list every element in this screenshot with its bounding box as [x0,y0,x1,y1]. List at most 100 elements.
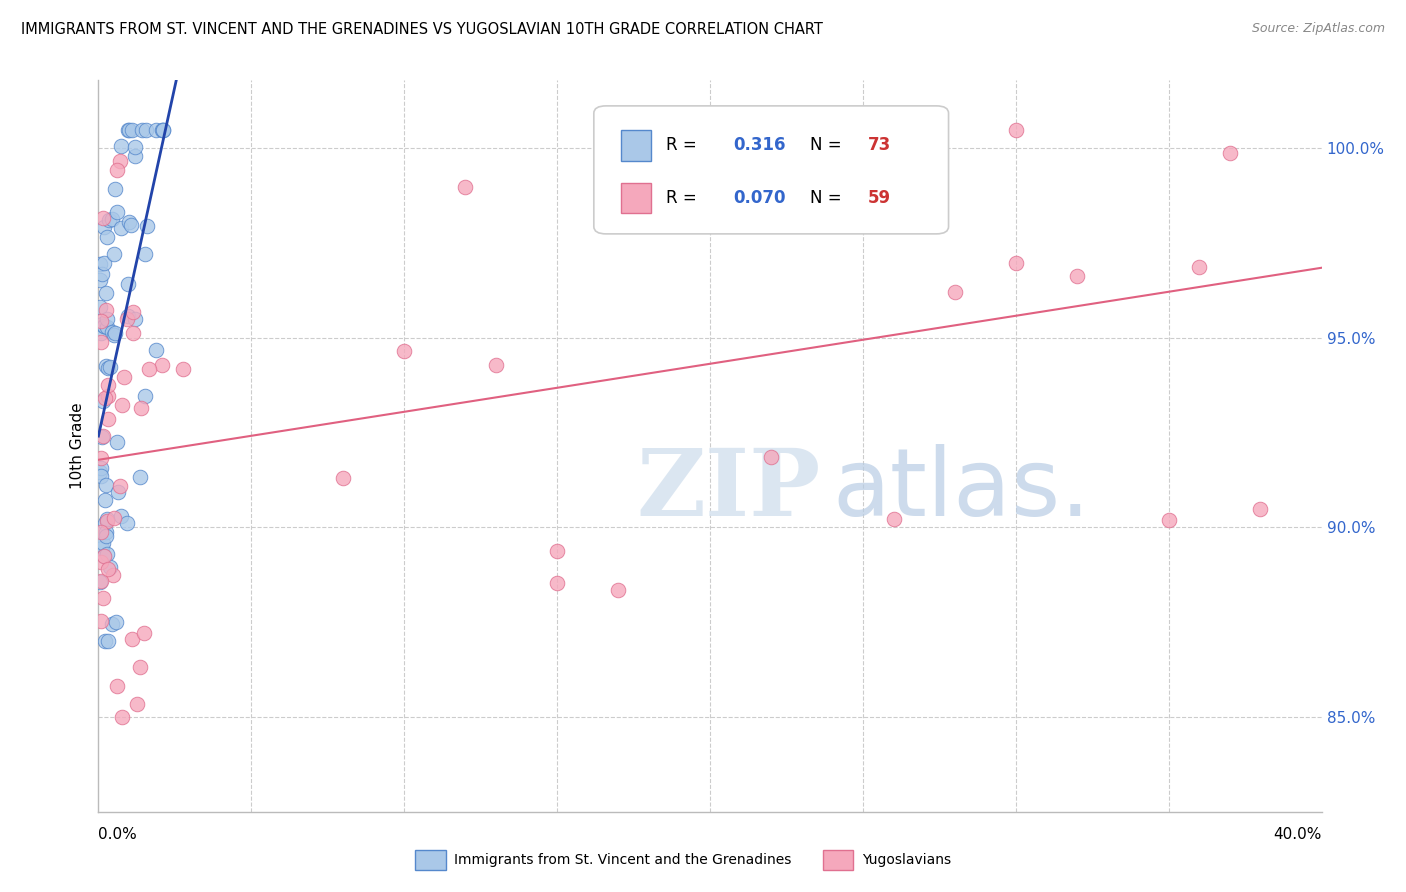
Point [96,311,118,326]
Point [93,549,115,563]
Point [97,378,120,392]
Point [128,470,150,484]
Point [852,192,875,206]
Point [124,312,146,326]
Point [94,529,117,543]
Point [1219,146,1241,161]
Point [117,277,139,291]
Point [105,615,128,630]
Point [136,219,159,233]
Text: Yugoslavians: Yugoslavians [862,853,950,867]
Point [90,314,112,328]
Point [118,122,141,136]
Point [129,401,152,415]
Point [1004,122,1026,136]
Point [90,334,112,349]
Point [89,574,111,589]
Text: 40.0%: 40.0% [1274,827,1322,842]
Text: atlas.: atlas. [832,444,1091,536]
Point [90,525,112,540]
Point [96,320,118,334]
Point [93,549,115,563]
Point [117,516,139,530]
Text: 73: 73 [868,136,891,154]
Point [699,205,721,219]
Point [97,412,120,426]
Point [131,122,153,136]
Point [821,142,844,156]
Bar [620,130,651,161]
Point [883,512,905,526]
Point [94,634,117,648]
Point [89,257,111,271]
Point [134,389,156,403]
Point [105,435,128,450]
Point [454,180,477,194]
Point [127,697,149,711]
Point [332,470,354,484]
Point [1004,256,1026,270]
Point [1066,268,1088,283]
Point [94,302,117,317]
Y-axis label: 10th Grade: 10th Grade [70,402,86,490]
Point [93,220,115,235]
Point [607,582,630,597]
Point [546,575,568,590]
Point [96,514,118,528]
Point [124,140,146,154]
Point [103,247,125,261]
Point [97,634,120,648]
Point [93,392,115,406]
Point [110,153,132,168]
Point [110,508,132,523]
Point [94,524,117,539]
Point [91,591,114,605]
Point [124,149,146,163]
Text: Source: ZipAtlas.com: Source: ZipAtlas.com [1251,22,1385,36]
Point [91,430,114,444]
Point [103,327,125,342]
Point [105,162,128,177]
Point [110,221,132,235]
Point [152,122,174,136]
Point [104,182,127,196]
Point [117,215,139,229]
Point [93,256,115,270]
Point [150,359,173,373]
Text: Immigrants from St. Vincent and the Grenadines: Immigrants from St. Vincent and the Gren… [454,853,792,867]
Point [101,617,124,632]
Point [93,319,115,334]
FancyBboxPatch shape [593,106,949,234]
Point [94,359,117,374]
Point [98,359,121,374]
Point [96,478,118,492]
Point [943,285,966,300]
Point [90,615,112,629]
Text: R =: R = [666,136,702,154]
Point [96,547,118,561]
Point [107,485,129,500]
Point [98,560,121,574]
Point [637,154,661,169]
Point [90,460,112,475]
Point [94,493,117,508]
Point [89,465,111,479]
Point [105,679,128,693]
Point [91,536,114,550]
Point [1157,512,1180,526]
Point [103,568,125,582]
Point [105,205,128,219]
Text: ZIP: ZIP [637,445,821,535]
Point [90,541,112,555]
Point [110,139,132,153]
Point [115,311,138,326]
Text: R =: R = [666,189,702,207]
Point [121,122,143,136]
Point [101,212,124,227]
Bar [620,183,651,213]
Point [117,122,139,136]
Point [150,122,173,136]
Point [94,286,117,301]
Point [121,632,143,647]
Point [90,555,112,569]
